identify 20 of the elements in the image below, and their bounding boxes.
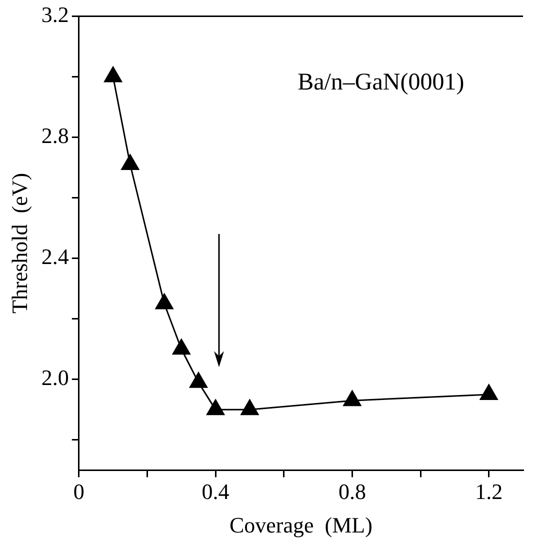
y-tick-label: 3.2 [41,2,69,27]
point [342,390,362,406]
x-axis-title: Coverage (ML) [229,512,372,538]
x-tick-label: 0.4 [202,479,230,504]
point [154,292,174,310]
x-tick-label: 0 [73,479,84,504]
point [120,154,140,170]
point [479,384,498,400]
y-tick-label: 2.8 [41,123,69,148]
point [240,398,260,416]
point [172,338,191,355]
point [104,66,123,82]
x-tick-label: 0.8 [338,479,366,504]
y-axis-title: Threshold (eV) [6,172,32,314]
y-tick-label: 2.0 [41,365,69,390]
y-tick-label: 2.4 [41,244,69,270]
x-tick-label: 1.2 [475,479,503,504]
point [206,398,226,416]
point [188,371,208,388]
annotation: Ba/n–GaN(0001) [298,69,464,96]
